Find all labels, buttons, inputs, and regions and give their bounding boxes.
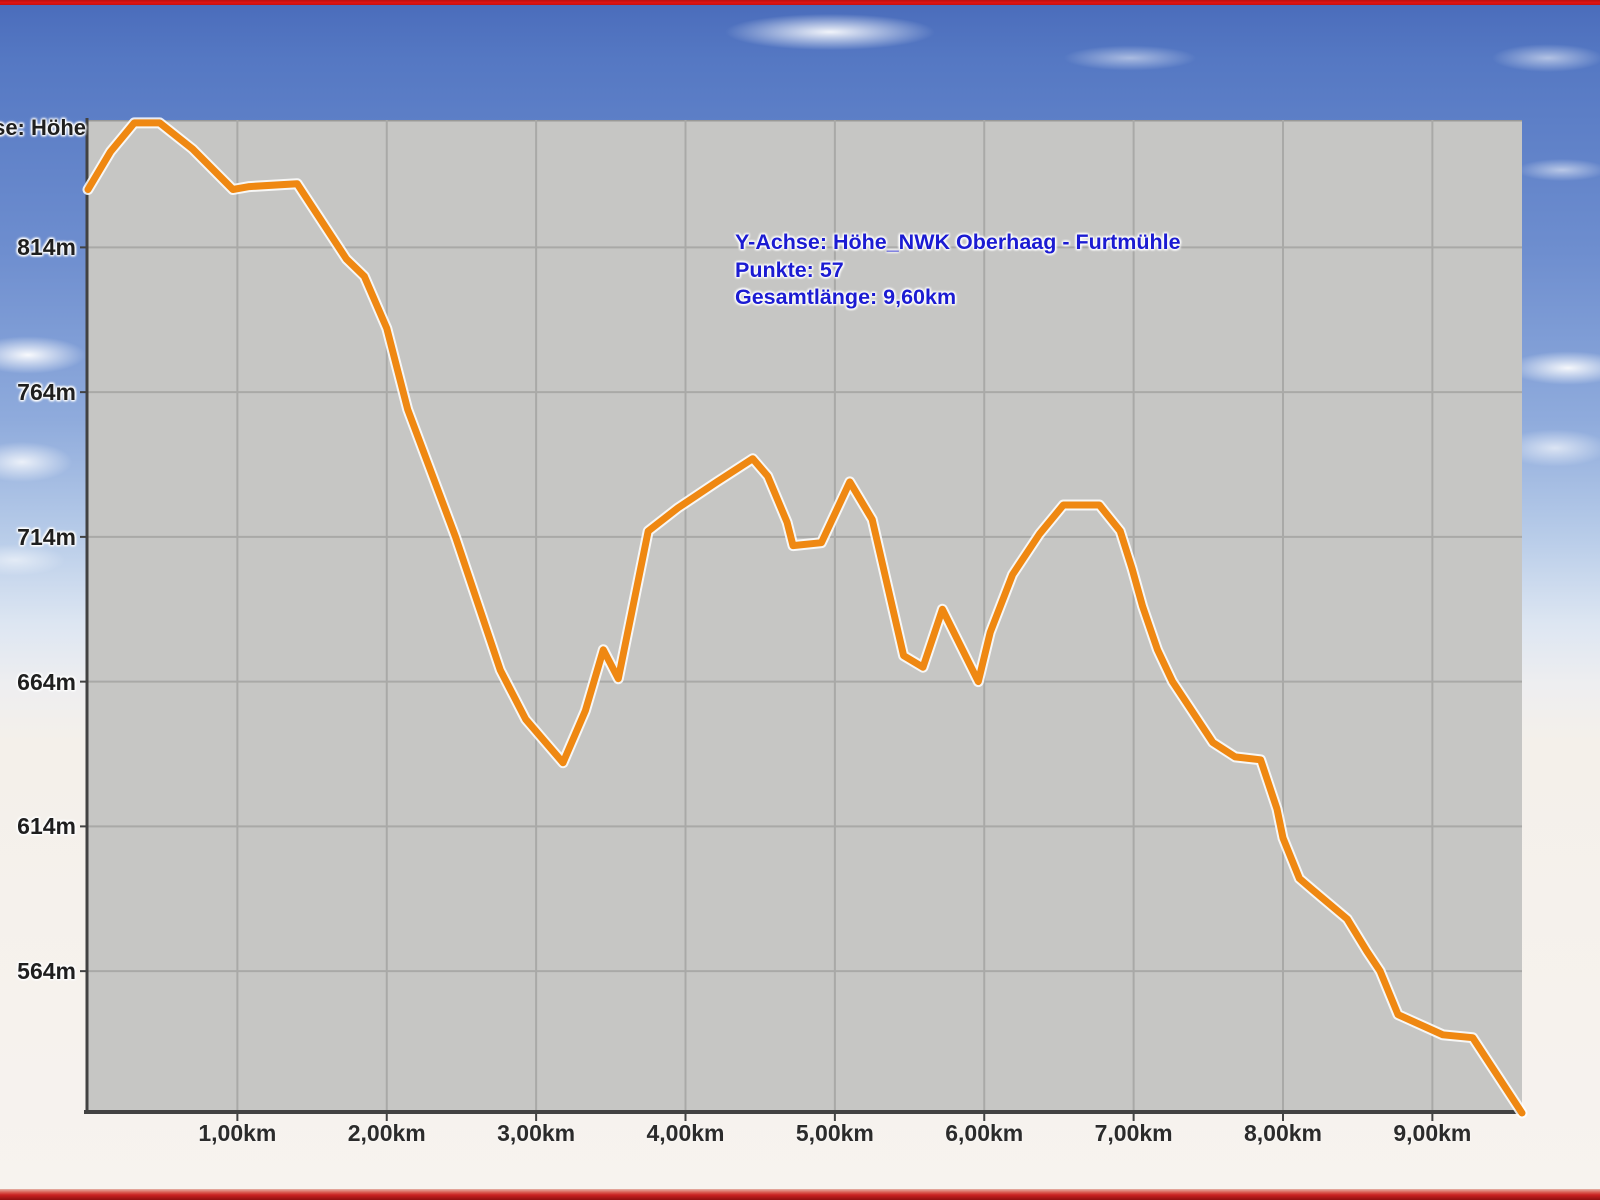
- vertical-gridline: [684, 120, 687, 1113]
- y-tick-label-614: 614m: [17, 813, 76, 840]
- vertical-gridline: [1282, 120, 1284, 1113]
- x-axis-tick: [1431, 1114, 1434, 1121]
- y-axis-tick: [80, 535, 86, 538]
- x-tick-label-7km: 7,00km: [1094, 1120, 1173, 1146]
- x-axis-tick: [1132, 1114, 1135, 1121]
- y-axis-tick: [80, 825, 86, 828]
- x-tick-label-1km: 1,00km: [198, 1120, 277, 1146]
- x-tick-label-3km: 3,00km: [497, 1120, 576, 1146]
- annotation-series-title: Y-Achse: Höhe_NWK Oberhaag - Furtmühle: [735, 230, 1181, 254]
- vertical-gridline: [1431, 120, 1434, 1113]
- horizontal-gridline: [88, 825, 1522, 828]
- y-axis-tick: [80, 246, 86, 249]
- x-axis-line: [84, 1110, 1524, 1114]
- horizontal-gridline: [88, 970, 1522, 973]
- elevation-profile-line: [84, 119, 1526, 1117]
- y-axis-line: [85, 118, 89, 1114]
- y-tick-label-814: 814m: [17, 234, 76, 261]
- x-axis-tick: [535, 1114, 538, 1121]
- annotation-total-length: Gesamtlänge: 9,60km: [735, 285, 957, 309]
- y-tick-label-564: 564m: [17, 958, 76, 985]
- vertical-gridline: [1132, 120, 1135, 1113]
- y-tick-label-714: 714m: [17, 523, 76, 550]
- y-axis-title-partial: se: Höhe: [0, 114, 86, 142]
- x-tick-label-5km: 5,00km: [795, 1120, 874, 1146]
- x-axis-tick: [385, 1114, 388, 1121]
- x-axis-tick: [236, 1114, 239, 1121]
- plot-top-edge: [88, 120, 1522, 122]
- x-tick-label-6km: 6,00km: [945, 1120, 1024, 1146]
- horizontal-gridline: [88, 535, 1522, 538]
- x-axis-tick: [833, 1114, 836, 1121]
- y-axis-tick: [80, 391, 86, 394]
- vertical-gridline: [983, 120, 986, 1113]
- x-axis-tick: [684, 1114, 687, 1121]
- annotation-point-count: Punkte: 57: [735, 257, 844, 282]
- window-border-top: [0, 0, 1600, 5]
- vertical-gridline: [236, 120, 239, 1113]
- x-tick-label-4km: 4,00km: [646, 1120, 725, 1146]
- y-axis-title-text: se: Höhe: [0, 115, 86, 140]
- horizontal-gridline: [88, 246, 1522, 249]
- window-border-bottom: [0, 1189, 1600, 1200]
- chart-annotation: Y-Achse: Höhe_NWK Oberhaag - Furtmühle P…: [735, 229, 1181, 312]
- horizontal-gridline: [88, 391, 1522, 394]
- vertical-gridline: [833, 120, 836, 1113]
- x-tick-label-9km: 9,00km: [1393, 1120, 1472, 1146]
- y-tick-label-664: 664m: [17, 668, 76, 695]
- x-axis-tick: [983, 1114, 986, 1121]
- vertical-gridline: [385, 120, 388, 1113]
- x-tick-label-8km: 8,00km: [1243, 1120, 1322, 1146]
- y-tick-label-764: 764m: [17, 379, 76, 406]
- x-axis-tick: [1282, 1114, 1284, 1121]
- y-axis-tick: [80, 680, 86, 683]
- vertical-gridline: [535, 120, 538, 1113]
- horizontal-gridline: [88, 680, 1522, 683]
- x-tick-label-2km: 2,00km: [347, 1120, 426, 1146]
- y-axis-tick: [80, 970, 86, 973]
